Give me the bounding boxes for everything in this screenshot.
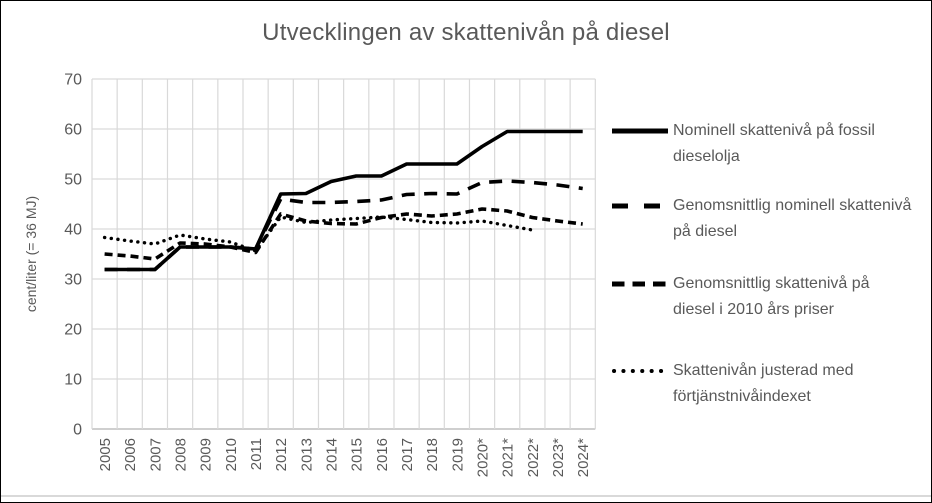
y-axis-title: cent/liter (= 36 MJ) <box>23 195 39 313</box>
y-tick-label: 10 <box>64 372 82 389</box>
y-tick-label: 30 <box>64 272 82 289</box>
y-tick-label: 40 <box>64 222 82 239</box>
y-tick-label: 0 <box>73 422 82 439</box>
legend: Nominell skattenivå på fossil dieselolja… <box>611 1 929 502</box>
x-tick-label: 2010 <box>223 438 240 471</box>
x-tick-label: 2014 <box>324 438 341 471</box>
x-tick-label: 2024* <box>575 438 592 477</box>
legend-entry: Nominell skattenivå på fossil dieselolja <box>611 118 913 170</box>
x-tick-label: 2021* <box>500 438 517 477</box>
legend-entry: Genomsnittlig skattenivå på diesel i 201… <box>611 271 913 323</box>
legend-dotted-line-icon <box>612 369 669 373</box>
series-line-3 <box>102 215 535 253</box>
legend-label: Nominell skattenivå på fossil dieselolja <box>673 122 875 165</box>
y-tick-label: 60 <box>64 122 82 139</box>
legend-entry: Genomsnittlig nominell skattenivå på die… <box>611 193 913 245</box>
x-tick-label: 2023* <box>550 438 567 477</box>
legend-entry: Skattenivån justerad med förtjänstnivåin… <box>611 358 913 410</box>
x-tick-label: 2006 <box>122 438 139 471</box>
x-tick-label: 2009 <box>198 438 215 471</box>
legend-label: Skattenivån justerad med förtjänstnivåin… <box>673 362 854 405</box>
x-tick-label: 2011 <box>248 438 265 470</box>
chart-title: Utvecklingen av skattenivån på diesel <box>262 19 670 46</box>
x-tick-label: 2016 <box>374 438 391 471</box>
x-tick-label: 2015 <box>349 438 366 471</box>
y-tick-label: 20 <box>64 322 82 339</box>
series-line-0 <box>104 129 583 272</box>
legend-long-dash-line-icon <box>612 203 668 209</box>
x-tick-label: 2008 <box>173 438 190 471</box>
y-tick-label: 50 <box>64 172 82 189</box>
x-tick-label: 2013 <box>298 438 315 471</box>
x-tick-label: 2019 <box>449 438 466 471</box>
bottom-edge-line <box>1 495 931 497</box>
legend-solid-line-icon <box>612 128 668 134</box>
x-tick-label: 2007 <box>147 438 164 471</box>
legend-dash-line-icon <box>612 281 668 287</box>
x-tick-label: 2005 <box>97 438 114 471</box>
legend-label: Genomsnittlig nominell skattenivå på die… <box>673 197 912 240</box>
gridlines <box>91 78 596 430</box>
x-tick-label: 2018 <box>424 438 441 471</box>
x-tick-label: 2022* <box>525 438 542 477</box>
x-tick-label: 2012 <box>273 438 290 471</box>
series-line-2 <box>104 207 583 261</box>
x-tick-label: 2017 <box>399 438 416 471</box>
y-tick-label: 70 <box>64 72 82 89</box>
x-tick-label: 2020* <box>475 438 492 477</box>
series-line-1 <box>104 179 583 272</box>
legend-label: Genomsnittlig skattenivå på diesel i 201… <box>673 275 870 318</box>
